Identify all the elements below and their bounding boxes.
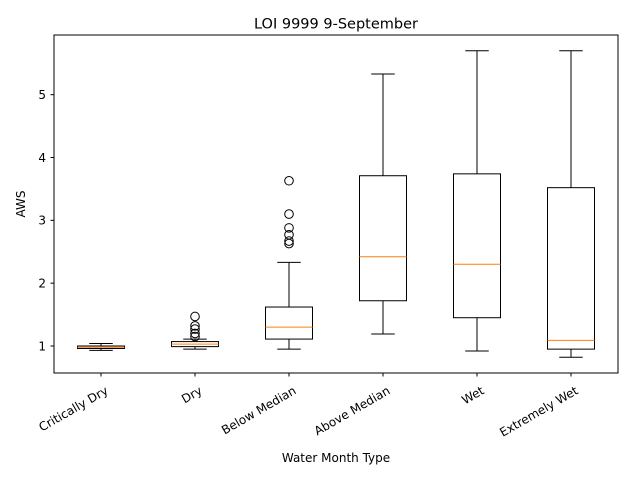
box xyxy=(359,175,407,302)
box-group xyxy=(77,342,125,351)
box xyxy=(265,306,313,340)
box xyxy=(453,173,501,319)
outlier-point xyxy=(190,331,200,342)
y-tick-label: 2 xyxy=(38,276,46,290)
outlier-point xyxy=(190,324,200,334)
outlier-point xyxy=(284,223,294,233)
y-axis-label: AWS xyxy=(14,190,28,217)
outlier-point xyxy=(284,236,294,246)
box-group xyxy=(453,50,501,352)
box xyxy=(547,187,595,350)
outlier-point xyxy=(284,175,294,186)
box-group xyxy=(171,311,219,350)
plot-area xyxy=(77,50,595,358)
outlier-point xyxy=(190,321,200,331)
x-axis-label: Water Month Type xyxy=(282,451,390,465)
box-group xyxy=(265,175,313,350)
box-group xyxy=(359,73,407,335)
outlier-point xyxy=(284,209,294,219)
outlier-point xyxy=(190,328,200,339)
outlier-point xyxy=(284,229,294,240)
outlier-point xyxy=(190,311,200,322)
y-tick-label: 1 xyxy=(38,339,46,353)
y-tick-label: 5 xyxy=(38,88,46,102)
y-tick-label: 4 xyxy=(38,151,46,165)
box-group xyxy=(547,50,595,358)
plot-frame xyxy=(53,34,619,374)
chart-title: LOI 9999 9-September xyxy=(254,17,418,33)
y-tick-label: 3 xyxy=(38,214,46,228)
